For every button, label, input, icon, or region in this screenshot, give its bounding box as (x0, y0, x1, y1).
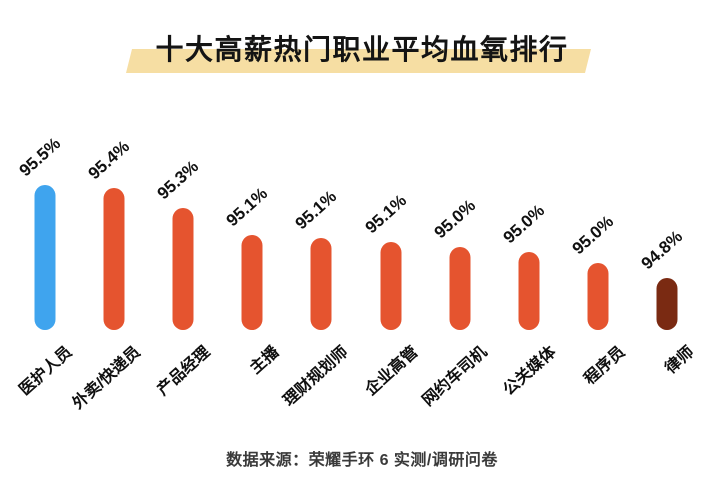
bar (518, 252, 540, 330)
bar-value-label: 95.1% (361, 190, 410, 238)
chart-title-block: 十大高薪热门职业平均血氧排行 (0, 0, 724, 73)
bar-category-label: 理财规划师 (280, 343, 352, 410)
bar-value-label: 95.1% (222, 183, 272, 231)
bar-value-label: 95.4% (84, 136, 133, 184)
bar-group: 95.4% 外卖/快递员 (70, 120, 148, 413)
bar (449, 247, 471, 330)
bar-group: 95.0% 公关媒体 (494, 120, 563, 399)
data-source-caption: 数据来源：荣耀手环 6 实测/调研问卷 (226, 452, 498, 469)
bar-category-label: 程序员 (581, 343, 629, 389)
bar (241, 235, 263, 330)
bar (310, 238, 332, 330)
bar-category-label: 主播 (247, 343, 283, 378)
bar-value-label: 95.3% (153, 156, 203, 204)
bar-category-label: 产品经理 (154, 343, 214, 399)
bar-group: 95.5% 医护人员 (10, 120, 79, 399)
bar (34, 185, 56, 330)
bar-category-label: 企业高管 (362, 343, 422, 399)
bar-group: 95.3% 产品经理 (148, 120, 217, 399)
bar (587, 263, 609, 330)
bar (172, 208, 194, 330)
bar-category-label: 网约车司机 (419, 343, 491, 410)
bar-group: 95.1% 主播 (218, 120, 287, 378)
chart-title-inner: 十大高薪热门职业平均血氧排行 (126, 34, 592, 73)
bar-value-label: 94.8% (638, 226, 687, 274)
bar (380, 242, 402, 330)
bar-value-label: 95.0% (430, 195, 479, 243)
page-title: 十大高薪热门职业平均血氧排行 (155, 34, 569, 65)
bar-chart: 95.5% 医护人员 95.4% 外卖/快递员 95.3% 产品经理 95.1%… (10, 120, 702, 413)
bar-group: 95.1% 理财规划师 (281, 120, 356, 410)
bar-value-label: 95.0% (568, 211, 618, 259)
bar-group: 94.8% 律师 (633, 120, 702, 378)
bar-category-label: 公关媒体 (500, 343, 560, 399)
bar-value-label: 95.1% (292, 186, 341, 234)
bar-group: 95.0% 网约车司机 (419, 120, 494, 410)
bar (103, 188, 125, 330)
bar-group: 95.1% 企业高管 (356, 120, 425, 399)
bar-value-label: 95.5% (15, 133, 64, 181)
bar-category-label: 外卖/快递员 (70, 343, 145, 413)
bar (656, 278, 678, 330)
bar-category-label: 医护人员 (16, 343, 75, 399)
bar-group: 95.0% 程序员 (564, 120, 633, 388)
bar-category-label: 律师 (662, 343, 698, 378)
bar-value-label: 95.0% (499, 200, 549, 248)
